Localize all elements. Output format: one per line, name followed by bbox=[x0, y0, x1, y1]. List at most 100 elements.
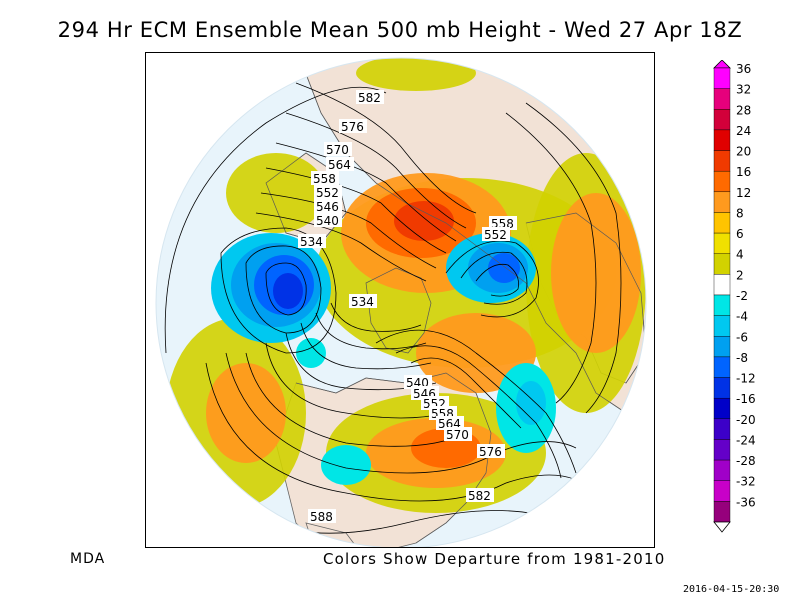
colorbar-swatch bbox=[713, 109, 731, 131]
colorbar-tick-label: -24 bbox=[736, 433, 756, 447]
anomaly-positive-20-a bbox=[394, 201, 454, 241]
caption: Colors Show Departure from 1981-2010 bbox=[323, 550, 666, 568]
colorbar-tick-label: -4 bbox=[736, 310, 748, 324]
contour-lines-north-5 bbox=[260, 192, 437, 269]
svg-text:576: 576 bbox=[479, 445, 502, 459]
contour-522-left bbox=[265, 262, 307, 316]
anomaly-negative-16-a bbox=[273, 273, 303, 309]
anomaly-negative-12-b bbox=[488, 253, 520, 283]
colorbar-swatch bbox=[713, 67, 731, 89]
contour-528-left bbox=[245, 245, 322, 334]
colorbar-tick-label: 12 bbox=[736, 186, 751, 200]
colorbar-swatch bbox=[713, 150, 731, 172]
anomaly-positive-8-e bbox=[206, 363, 286, 463]
colorbar-tick-label: -32 bbox=[736, 475, 756, 489]
colorbar-swatch bbox=[713, 170, 731, 193]
source-label: MDA bbox=[70, 551, 106, 567]
svg-text:564: 564 bbox=[328, 158, 351, 172]
contour-lines-east-far bbox=[525, 102, 622, 414]
contour-lines-mid-3 bbox=[410, 357, 522, 429]
svg-text:552: 552 bbox=[484, 228, 507, 242]
colorbar-swatch bbox=[713, 439, 731, 461]
colorbar-tick-label: -6 bbox=[736, 330, 748, 344]
colorbar-swatch bbox=[713, 88, 731, 110]
colorbar-tick-label: 8 bbox=[736, 206, 744, 220]
colorbar-tick-label: 6 bbox=[736, 227, 744, 241]
anomaly-positive-4-e bbox=[226, 153, 326, 233]
colorbar-tick-label: -16 bbox=[736, 392, 756, 406]
colorbar-swatch bbox=[713, 253, 731, 275]
colorbar-tick-label: 4 bbox=[736, 248, 744, 262]
contour-lines-mid-2 bbox=[395, 345, 562, 479]
colorbar-swatch bbox=[713, 274, 731, 296]
svg-text:570: 570 bbox=[326, 143, 349, 157]
contour-label-582-top: 582 bbox=[356, 90, 384, 105]
colorbar-tick-label: -20 bbox=[736, 413, 756, 427]
colorbar-swatch bbox=[713, 191, 731, 213]
colorbar-tick-label: 16 bbox=[736, 165, 751, 179]
contour-570 bbox=[245, 352, 467, 447]
contour-lines-north-2 bbox=[285, 112, 467, 229]
svg-text:534: 534 bbox=[351, 295, 374, 309]
colorbar-tick-label: -28 bbox=[736, 454, 756, 468]
contour-552 bbox=[300, 322, 432, 370]
svg-text:582: 582 bbox=[358, 91, 381, 105]
colorbar: 36 32 28 24 20 16 12 8 6 4 2 -2 -4 -6 -8 -12 -16 -20 -24 -2… bbox=[712, 59, 800, 540]
colorbar-svg: 36 32 28 24 20 16 12 8 6 4 2 -2 -4 -6 -8 -12 -16 -20 -24 -2… bbox=[713, 59, 756, 533]
contour-lines-north-4 bbox=[265, 167, 447, 254]
colorbar-swatch bbox=[713, 397, 731, 420]
anomaly-negative-4-d bbox=[321, 445, 371, 485]
colorbar-tick-label: -12 bbox=[736, 372, 756, 386]
colorbar-bottom-arrow bbox=[713, 521, 731, 533]
svg-text:558: 558 bbox=[313, 172, 336, 186]
contour-label-558-top: 558 bbox=[311, 171, 339, 186]
contour-label-570-top: 570 bbox=[324, 142, 352, 157]
colorbar-swatch bbox=[713, 418, 731, 440]
svg-text:546: 546 bbox=[316, 200, 339, 214]
colorbar-swatch bbox=[713, 501, 731, 523]
colorbar-tick-label: -8 bbox=[736, 351, 748, 365]
contour-label-576-south: 576 bbox=[477, 444, 505, 459]
contour-lines-east-3 bbox=[475, 263, 519, 297]
colorbar-swatch bbox=[713, 480, 731, 502]
timestamp: 2016-04-15-20:30 bbox=[683, 584, 780, 595]
contour-582 bbox=[205, 362, 597, 502]
colorbar-swatch bbox=[713, 377, 731, 399]
contour-lines-north-6 bbox=[255, 212, 427, 282]
colorbar-swatch bbox=[713, 459, 731, 481]
contour-lines-east-1 bbox=[445, 240, 539, 318]
contour-label-552-east: 552 bbox=[482, 227, 510, 242]
svg-text:576: 576 bbox=[341, 120, 364, 134]
contour-label-534-center: 534 bbox=[349, 294, 377, 309]
contour-label-546-top: 546 bbox=[314, 199, 342, 214]
colorbar-tick-label: 20 bbox=[736, 145, 751, 159]
contour-label-576-top: 576 bbox=[339, 119, 367, 134]
svg-text:582: 582 bbox=[468, 489, 491, 503]
colorbar-swatch bbox=[713, 294, 731, 316]
contour-lines-east-2 bbox=[460, 251, 528, 305]
colorbar-tick-label: -2 bbox=[736, 289, 748, 303]
contour-labels: 582 576 570 564 558 552 546 540 534 534 … bbox=[298, 90, 517, 524]
colorbar-swatch bbox=[713, 336, 731, 358]
anomaly-negative-4-e bbox=[296, 338, 326, 368]
colorbar-swatch bbox=[713, 315, 731, 337]
contour-label-582-south: 582 bbox=[466, 488, 494, 503]
hemisphere-outline bbox=[155, 57, 647, 547]
contour-label-570-south: 570 bbox=[444, 427, 472, 442]
contour-label-540-top: 540 bbox=[314, 213, 342, 228]
svg-text:552: 552 bbox=[316, 186, 339, 200]
colorbar-tick-label: 36 bbox=[736, 62, 751, 76]
svg-text:534: 534 bbox=[300, 235, 323, 249]
svg-text:540: 540 bbox=[316, 214, 339, 228]
contour-546 bbox=[315, 312, 427, 350]
colorbar-swatch bbox=[713, 232, 731, 254]
colorbar-tick-label: 2 bbox=[736, 268, 744, 282]
map-panel: 582 576 570 564 558 552 546 540 534 534 … bbox=[145, 52, 655, 548]
contour-label-564-top: 564 bbox=[326, 157, 354, 172]
colorbar-tick-label: 24 bbox=[736, 124, 751, 138]
contour-label-588-south: 588 bbox=[308, 509, 336, 524]
contour-lines-north-3 bbox=[275, 142, 457, 242]
svg-text:588: 588 bbox=[310, 510, 333, 524]
anomaly-shading bbox=[166, 58, 646, 513]
contour-564 bbox=[265, 342, 447, 419]
